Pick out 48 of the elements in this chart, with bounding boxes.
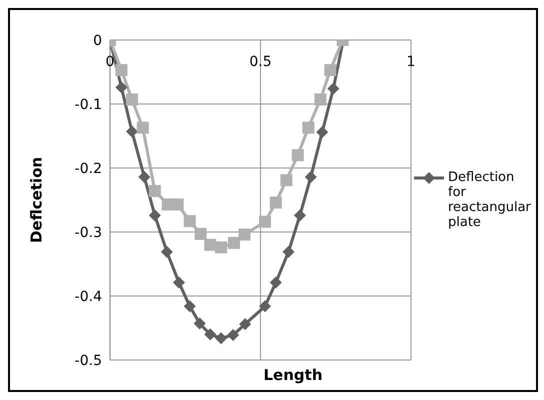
- point: [136, 122, 149, 134]
- point: [228, 236, 240, 249]
- point: [215, 332, 228, 344]
- point: [115, 64, 128, 76]
- point: [172, 276, 185, 289]
- x-tick-label: 0: [106, 54, 114, 70]
- y-tick-label: -0.5: [74, 352, 102, 369]
- point: [184, 215, 196, 228]
- y-tick-label: -0.2: [74, 160, 102, 177]
- point: [138, 170, 150, 183]
- point: [280, 174, 292, 186]
- point: [215, 241, 228, 254]
- legend-label: Deflection for reactangular plate: [448, 170, 532, 230]
- point: [316, 126, 328, 138]
- point: [302, 122, 314, 134]
- x-tick-label: 0.5: [249, 54, 272, 70]
- point: [194, 228, 207, 240]
- point: [270, 196, 282, 209]
- x-axis-title: Length: [264, 366, 322, 384]
- y-axis-title: Deflcetion: [27, 156, 46, 244]
- point: [304, 170, 317, 183]
- point: [148, 185, 161, 198]
- point: [292, 149, 304, 162]
- point: [148, 209, 161, 222]
- point: [259, 300, 272, 312]
- point: [184, 300, 196, 312]
- x-tick-label: 1: [406, 54, 416, 70]
- point: [324, 64, 336, 76]
- point: [194, 318, 206, 330]
- point: [160, 246, 173, 258]
- point: [126, 94, 138, 106]
- point: [204, 328, 216, 340]
- y-tick-label: -0.4: [74, 288, 102, 305]
- point: [238, 228, 251, 241]
- point: [227, 329, 240, 342]
- point: [294, 209, 306, 222]
- point: [204, 238, 216, 251]
- point: [126, 126, 138, 138]
- y-tick-label: -0.3: [74, 224, 102, 241]
- point: [239, 318, 252, 330]
- point: [327, 82, 340, 95]
- point: [270, 276, 282, 289]
- point: [282, 246, 294, 258]
- point: [259, 216, 272, 228]
- point: [314, 94, 326, 106]
- y-tick-label: 0: [93, 32, 102, 49]
- point: [115, 81, 128, 94]
- y-tick-label: -0.1: [74, 96, 102, 113]
